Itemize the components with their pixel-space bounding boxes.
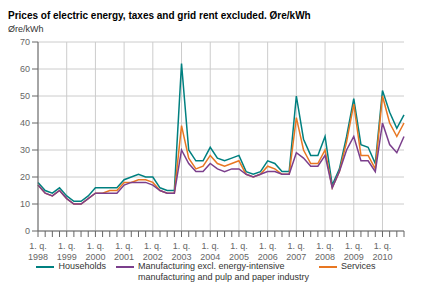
svg-text:10: 10 xyxy=(20,199,30,209)
html-text:Services: Services xyxy=(341,261,376,271)
svg-text:1. q.2006: 1. q.2006 xyxy=(258,241,278,262)
svg-text:30: 30 xyxy=(20,145,30,155)
svg-text:1. q.2003: 1. q.2003 xyxy=(172,241,192,262)
svg-text:1. q.2002: 1. q.2002 xyxy=(143,241,163,262)
svg-text:0: 0 xyxy=(25,226,30,236)
svg-text:1. q.2005: 1. q.2005 xyxy=(229,241,249,262)
svg-text:1. q.2000: 1. q.2000 xyxy=(85,241,105,262)
svg-text:1. q.2007: 1. q.2007 xyxy=(286,241,306,262)
svg-text:60: 60 xyxy=(20,64,30,74)
svg-text:1. q.2009: 1. q.2009 xyxy=(344,241,364,262)
svg-text:70: 70 xyxy=(20,37,30,47)
svg-text:50: 50 xyxy=(20,91,30,101)
html-text:Prices of electric energy, tax: Prices of electric energy, taxes and gri… xyxy=(8,10,311,21)
html-text:Households: Households xyxy=(58,261,106,271)
html-text:Manufacturing excl. energy-int: Manufacturing excl. energy-intensive man… xyxy=(137,261,310,282)
html-text:Øre/kWh: Øre/kWh xyxy=(8,24,44,34)
svg-text:1. q.2004: 1. q.2004 xyxy=(200,241,220,262)
svg-text:1. q.1999: 1. q.1999 xyxy=(57,241,77,262)
svg-text:1. q.1998: 1. q.1998 xyxy=(28,241,48,262)
svg-text:1. q.2001: 1. q.2001 xyxy=(114,241,134,262)
svg-text:20: 20 xyxy=(20,172,30,182)
svg-text:1. q.2008: 1. q.2008 xyxy=(315,241,335,262)
svg-text:1. q.2010: 1. q.2010 xyxy=(372,241,392,262)
svg-text:40: 40 xyxy=(20,118,30,128)
